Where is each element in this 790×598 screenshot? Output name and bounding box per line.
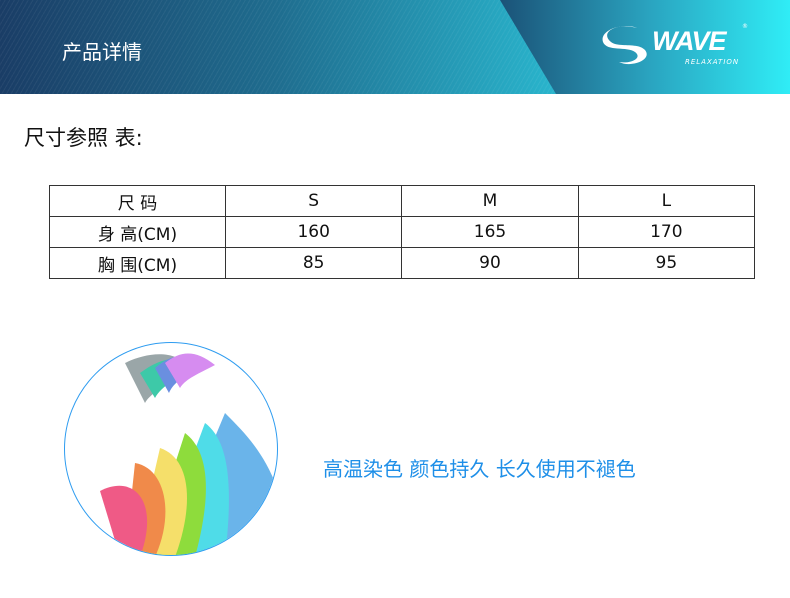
header-cell: S xyxy=(224,185,403,217)
table-cell: 160 xyxy=(224,216,403,248)
table-cell: 170 xyxy=(577,216,756,248)
wave-logo: WAVE ® RELAXATION xyxy=(597,20,748,70)
table-cell: 90 xyxy=(401,247,579,279)
section-title: 尺寸参照 表: xyxy=(24,126,143,150)
logo-brand: WAVE xyxy=(652,26,727,56)
banner-wedge xyxy=(500,0,790,94)
table-cell: 85 xyxy=(224,247,403,279)
table-row: 胸 围(CM) 85 90 95 xyxy=(49,247,756,279)
wave-logo-icon xyxy=(602,25,647,65)
table-row: 身 高(CM) 160 165 170 xyxy=(49,216,756,248)
header-cell: L xyxy=(577,185,756,217)
logo-tagline: RELAXATION xyxy=(685,58,740,66)
table-cell: 165 xyxy=(401,216,579,248)
row-label: 胸 围(CM) xyxy=(49,247,226,279)
logo-registered: ® xyxy=(742,23,748,30)
header-banner: 产品详情 WAVE ® RELAXATION xyxy=(0,0,790,94)
table-cell: 95 xyxy=(577,247,756,279)
feature-description: 高温染色 颜色持久 长久使用不褪色 xyxy=(323,457,636,481)
table-header-row: 尺 码 S M L xyxy=(49,185,756,217)
size-table: 尺 码 S M L 身 高(CM) 160 165 170 胸 围(CM) 85… xyxy=(49,185,756,279)
header-cell: 尺 码 xyxy=(49,185,226,217)
page-title: 产品详情 xyxy=(62,40,142,64)
row-label: 身 高(CM) xyxy=(49,216,226,248)
color-fabric-image xyxy=(64,342,278,556)
header-cell: M xyxy=(401,185,579,217)
